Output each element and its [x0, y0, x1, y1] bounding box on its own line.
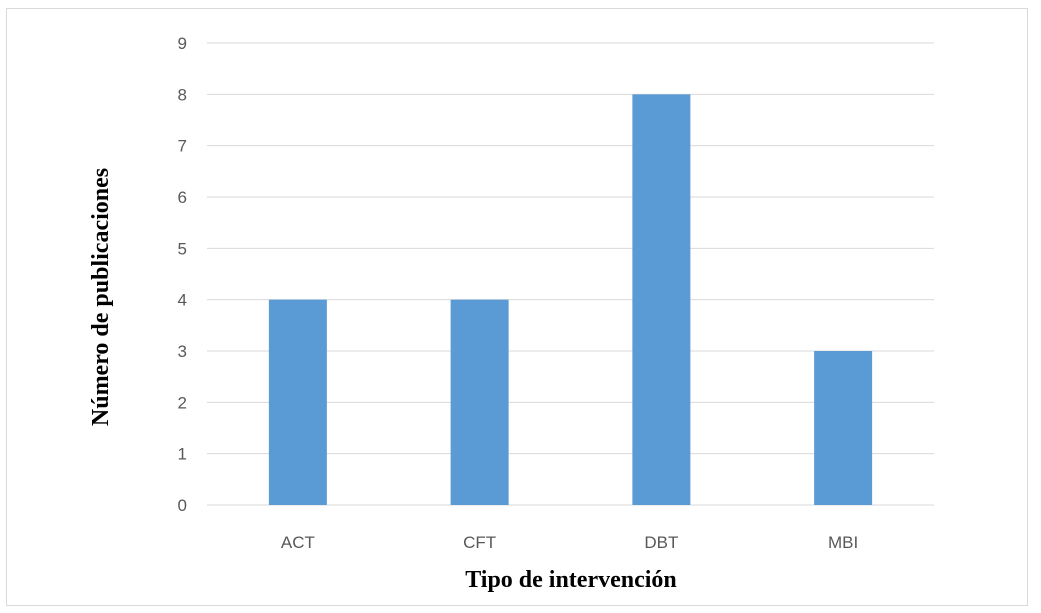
y-tick-label: 5: [178, 239, 187, 258]
x-tick-labels: ACT CFT DBT MBI: [281, 533, 858, 552]
bar-cft: [450, 299, 509, 505]
y-tick-label: 9: [178, 34, 187, 53]
x-tick-label: ACT: [281, 533, 315, 552]
bars: [268, 94, 873, 505]
y-tick-label: 1: [178, 445, 187, 464]
x-tick-label: DBT: [644, 533, 678, 552]
y-tick-label: 3: [178, 342, 187, 361]
y-tick-label: 4: [178, 291, 187, 310]
x-tick-label: CFT: [463, 533, 496, 552]
chart-frame: [6, 8, 1028, 606]
y-tick-label: 7: [178, 137, 187, 156]
x-axis-title: Tipo de intervención: [465, 567, 677, 593]
y-tick-label: 2: [178, 393, 187, 412]
bar-dbt: [632, 94, 691, 505]
bar-act: [268, 299, 327, 505]
gridlines: [207, 42, 934, 506]
y-tick-labels: 0 1 2 3 4 5 6 7 8 9: [178, 34, 187, 515]
bar-mbi: [814, 351, 873, 505]
x-tick-label: MBI: [828, 533, 858, 552]
y-tick-label: 8: [178, 85, 187, 104]
y-tick-label: 6: [178, 188, 187, 207]
y-axis-title: Número de publicaciones: [88, 168, 114, 426]
y-tick-label: 0: [178, 496, 187, 515]
